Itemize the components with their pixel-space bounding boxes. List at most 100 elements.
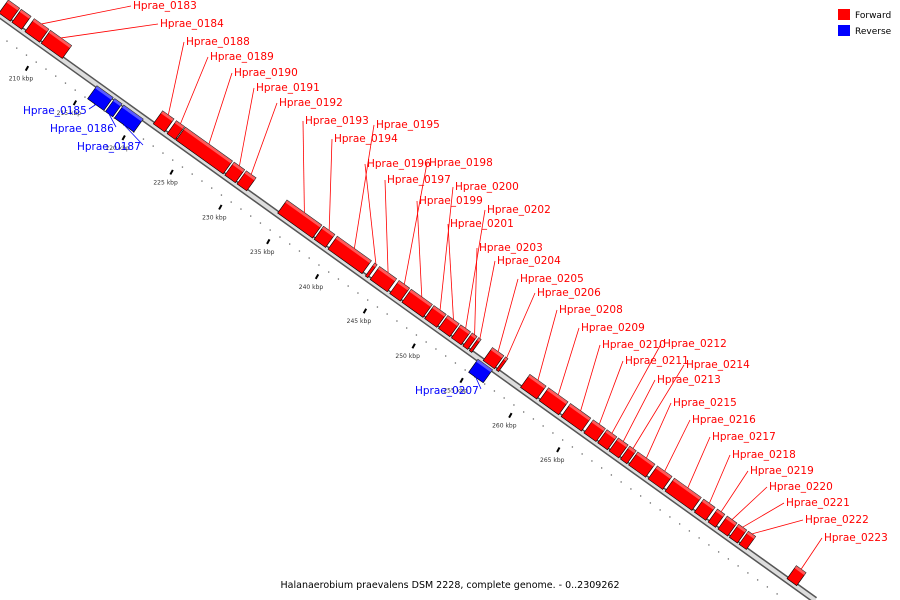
leader-line — [537, 309, 558, 381]
gene-block — [0, 0, 21, 22]
gene-block — [462, 332, 478, 350]
gene-block — [647, 465, 673, 490]
minor-tick — [318, 264, 320, 266]
leader-line — [167, 41, 185, 115]
leader-line — [416, 200, 423, 297]
minor-tick — [513, 404, 515, 406]
legend-forward-swatch — [838, 9, 850, 20]
gene-label: Hprae_0185 — [23, 105, 87, 117]
gene-label: Hprae_0198 — [429, 157, 493, 169]
gene-label: Hprae_0204 — [497, 255, 561, 267]
leader-line — [742, 502, 785, 528]
leader-line — [580, 344, 601, 411]
minor-tick — [181, 166, 184, 168]
leader-line — [41, 5, 132, 25]
minor-tick — [25, 54, 28, 56]
minor-tick — [581, 453, 583, 455]
minor-tick — [766, 586, 769, 588]
tick-label: 220 kbp — [105, 145, 130, 152]
gene-block — [369, 266, 398, 293]
tick-label: 255 kbp — [443, 388, 468, 395]
gene-label: Hprae_0221 — [786, 497, 850, 509]
gene-block — [389, 280, 411, 302]
leader-line — [61, 23, 159, 39]
leader-line — [353, 124, 375, 249]
legend-reverse-swatch — [838, 25, 850, 36]
gene-block — [583, 419, 606, 443]
minor-tick — [708, 544, 710, 546]
major-tick — [508, 412, 513, 419]
gene-label: Hprae_0199 — [419, 195, 483, 207]
leader-line — [108, 114, 117, 128]
minor-tick — [678, 523, 681, 525]
gene-label: Hprae_0217 — [712, 431, 776, 443]
minor-tick — [269, 229, 271, 231]
gene-label: Hprae_0194 — [334, 133, 398, 145]
major-tick — [218, 204, 223, 210]
leader-line — [731, 486, 768, 520]
gene-block — [113, 104, 144, 133]
gene-label: Hprae_0209 — [581, 322, 645, 334]
leader-line — [302, 120, 305, 213]
minor-tick — [55, 75, 57, 77]
minor-tick — [610, 474, 613, 476]
gene-block — [40, 29, 73, 59]
gene-label: Hprae_0188 — [186, 36, 250, 48]
leader-line — [88, 104, 96, 110]
gene-block — [468, 337, 482, 353]
gene-block — [87, 85, 114, 111]
gene-block — [451, 324, 471, 346]
gene-label: Hprae_0220 — [769, 481, 833, 493]
gene-label: Hprae_0213 — [657, 374, 721, 386]
minor-tick — [357, 292, 359, 294]
gene-label: Hprae_0191 — [256, 82, 320, 94]
gene-features — [0, 0, 807, 587]
leader-line — [751, 519, 804, 535]
minor-tick — [503, 397, 505, 399]
tick-label: 245 kbp — [347, 318, 372, 325]
gene-label: Hprae_0200 — [455, 181, 519, 193]
gene-label: Hprae_0208 — [559, 304, 623, 316]
minor-tick — [600, 467, 603, 469]
minor-tick — [152, 145, 154, 147]
gene-block — [11, 8, 32, 30]
gene-label: Hprae_0197 — [387, 174, 451, 186]
minor-tick — [659, 509, 661, 511]
minor-tick — [230, 201, 232, 203]
minor-tick — [737, 565, 739, 567]
gene-block — [224, 161, 246, 184]
minor-tick — [45, 68, 47, 70]
gene-label: Hprae_0192 — [279, 97, 343, 109]
gene-label: Hprae_0195 — [376, 119, 440, 131]
gene-label: Hprae_0223 — [824, 532, 888, 544]
minor-tick — [532, 418, 535, 420]
minor-tick — [523, 411, 525, 413]
minor-tick — [259, 222, 262, 224]
gene-block — [664, 477, 702, 511]
leader-line — [439, 186, 454, 310]
leader-line — [465, 209, 486, 329]
gene-label: Hprae_0196 — [367, 158, 431, 170]
major-tick — [459, 377, 464, 384]
gene-block — [520, 373, 547, 400]
tick-label: 265 kbp — [540, 457, 565, 464]
leader-line — [474, 247, 478, 335]
leader-line — [598, 360, 624, 425]
minor-tick — [376, 306, 379, 308]
minor-tick — [16, 47, 18, 49]
leader-line — [622, 379, 656, 442]
leader-line — [611, 343, 662, 434]
minor-tick — [669, 516, 671, 518]
gene-label: Hprae_0186 — [50, 123, 114, 135]
minor-tick — [542, 425, 544, 427]
minor-tick — [649, 502, 652, 504]
scale-ticks: 210 kbp 215 kbp 220 kbp 225 kbp 230 kbp 235 k… — [6, 40, 778, 595]
gene-label: Hprae_0202 — [487, 204, 551, 216]
minor-tick — [406, 327, 408, 329]
minor-tick — [425, 341, 427, 343]
minor-tick — [747, 572, 749, 574]
minor-tick — [201, 180, 203, 182]
genome-title: Halanaerobium praevalens DSM 2228, compl… — [281, 580, 620, 591]
leader-line — [557, 327, 580, 395]
gene-label: Hprae_0210 — [602, 339, 666, 351]
